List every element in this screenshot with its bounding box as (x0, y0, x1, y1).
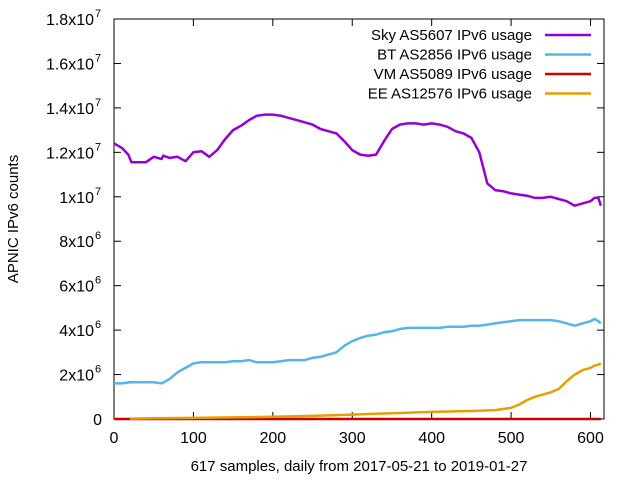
y-tick-exponent: 7 (95, 186, 101, 198)
y-tick-label: 4x10 (59, 323, 94, 340)
y-tick-mantissa: 1.8x10 (46, 12, 94, 29)
y-tick-exponent: 7 (95, 97, 101, 109)
y-tick-mantissa: 1.2x10 (46, 145, 94, 162)
x-tick-label: 500 (498, 430, 525, 447)
x-tick-label: 200 (259, 430, 286, 447)
legend: Sky AS5607 IPv6 usage BT AS2856 IPv6 usag… (368, 27, 591, 103)
x-tick-label: 600 (577, 430, 604, 447)
x-tick-label: 100 (180, 430, 207, 447)
series-line-bt (114, 317, 602, 385)
y-tick-mantissa: 6x10 (59, 279, 94, 296)
x-axis: 0 100 200 300 400 500 600 (110, 19, 604, 447)
y-tick-label: 1.4x10 (46, 101, 94, 118)
x-tick-label: 0 (110, 430, 119, 447)
series-line-ee (129, 362, 602, 420)
y-tick-exponent: 6 (95, 364, 101, 376)
series-lines (113, 113, 602, 421)
y-tick-exponent: 6 (95, 319, 101, 331)
y-tick-label: 1.6x10 (46, 56, 94, 73)
x-tick-label: 400 (418, 430, 445, 447)
y-tick-label: 8x10 (59, 234, 94, 251)
legend-entry-label: BT AS2856 IPv6 usage (377, 47, 532, 64)
series-line-sky (113, 113, 602, 207)
y-tick-exponent: 7 (95, 8, 101, 20)
y-tick-exponent: 6 (95, 275, 101, 287)
x-axis-label: 617 samples, daily from 2017-05-21 to 20… (191, 458, 528, 475)
legend-entry-label: VM AS5089 IPv6 usage (374, 66, 532, 83)
y-axis-label: APNIC IPv6 counts (5, 155, 22, 283)
y-tick-mantissa: 4x10 (59, 323, 94, 340)
y-tick-mantissa: 1.4x10 (46, 101, 94, 118)
y-tick-mantissa: 8x10 (59, 234, 94, 251)
legend-entry-label: EE AS12576 IPv6 usage (368, 86, 532, 103)
y-tick-mantissa: 2x10 (59, 368, 94, 385)
y-tick-exponent: 7 (95, 141, 101, 153)
y-tick-exponent: 6 (95, 230, 101, 242)
y-tick-label: 1.2x10 (46, 145, 94, 162)
x-tick-label: 300 (339, 430, 366, 447)
y-tick-mantissa: 1.6x10 (46, 56, 94, 73)
y-tick-mantissa: 0 (93, 412, 102, 429)
y-tick-label: 1.8x10 (46, 12, 94, 29)
y-tick-label: 2x10 (59, 368, 94, 385)
y-tick-label: 0 (93, 412, 102, 429)
y-tick-mantissa: 1x10 (59, 190, 94, 207)
legend-entry-label: Sky AS5607 IPv6 usage (371, 27, 532, 44)
y-tick-label: 1x10 (59, 190, 94, 207)
y-tick-exponent: 7 (95, 52, 101, 64)
y-tick-label: 6x10 (59, 279, 94, 296)
